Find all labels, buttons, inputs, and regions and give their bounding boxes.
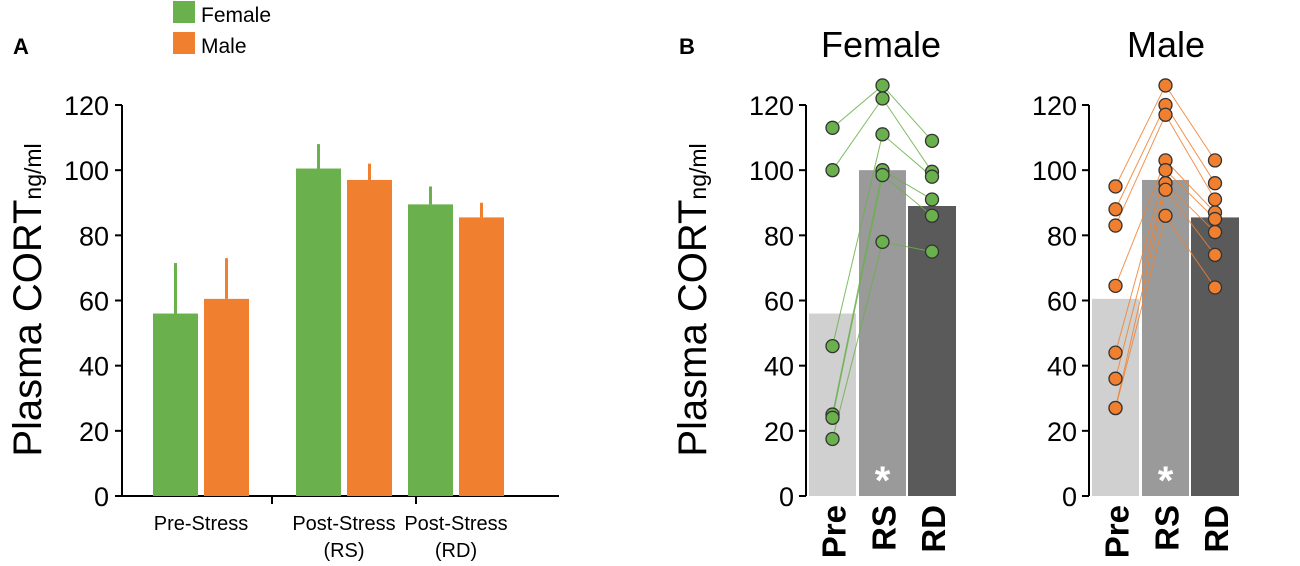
panel-a-bar-male	[459, 217, 504, 496]
panel-a-ylabel: Plasma CORTng/ml	[6, 143, 50, 456]
panel-a-xtick-label: Post-Stress	[292, 513, 395, 535]
panel-a-bar-female	[296, 168, 341, 496]
panel-a-ylabel-unit: ng/ml	[20, 143, 46, 199]
male-xtick-label: RS	[1149, 505, 1186, 551]
panel-a-xtick-label-line2: (RD)	[435, 540, 477, 562]
panel-b-male-chart: 0 20 40 60 80 100 120 * Pre RS RD	[1032, 78, 1239, 558]
male-bar-pre	[1092, 298, 1139, 496]
panel-a-ytick-label: 40	[79, 352, 109, 382]
female-individual-point	[924, 208, 940, 223]
female-individual-point	[875, 127, 890, 142]
panel-a-ytick-label: 80	[79, 221, 109, 251]
male-ytick-label: 40	[1047, 352, 1077, 382]
male-individual-point	[1207, 224, 1223, 240]
male-individual-point	[1158, 182, 1173, 197]
male-ytick-label: 120	[1032, 91, 1077, 121]
male-ytick-label: 20	[1047, 417, 1077, 447]
male-individual-point	[1207, 280, 1223, 295]
male-individual-point	[1108, 345, 1123, 360]
female-ytick-label: 100	[749, 156, 794, 186]
panel-a-chart: 0 20 40 60 80 100 120 Pre-Stress Post-Stress (RS)…	[64, 91, 559, 562]
female-individual-point	[825, 120, 840, 135]
male-individual-point	[1108, 202, 1123, 217]
male-ytick-label: 100	[1032, 156, 1077, 186]
female-individual-point	[924, 169, 940, 184]
male-panel-title: Male	[1127, 24, 1205, 65]
male-individual-point	[1207, 192, 1223, 207]
legend-label-female: Female	[201, 4, 271, 27]
legend-swatch-male	[173, 32, 195, 54]
panel-a-ytick-label: 100	[64, 156, 109, 186]
panel-a-bar-female	[153, 313, 198, 496]
female-ytick-label: 60	[764, 287, 794, 317]
legend-swatch-female	[173, 1, 195, 23]
panel-a-bar-female	[408, 204, 453, 497]
male-ytick-label: 60	[1047, 287, 1077, 317]
female-bar-rs	[859, 170, 906, 496]
panel-a-ytick-label: 0	[94, 482, 109, 512]
male-individual-point	[1207, 211, 1223, 227]
legend-label-male: Male	[201, 35, 247, 58]
male-individual-point	[1158, 163, 1173, 178]
panel-a-ytick-label: 120	[64, 91, 109, 121]
panel-a-xtick-label: Pre-Stress	[154, 513, 248, 535]
female-individual-point	[825, 410, 840, 425]
female-ytick-label: 40	[764, 352, 794, 382]
male-xtick-label: Pre	[1099, 505, 1136, 558]
male-significance-marker: *	[1158, 459, 1174, 503]
female-ytick-label: 80	[764, 221, 794, 251]
male-individual-point	[1108, 278, 1123, 293]
panel-a-ytick-label: 20	[79, 417, 109, 447]
male-individual-point	[1158, 208, 1173, 223]
panel-b-ylabel-unit: ng/ml	[685, 143, 711, 199]
female-individual-point	[875, 167, 890, 183]
female-panel-title: Female	[821, 24, 941, 65]
female-individual-point	[924, 192, 940, 207]
male-individual-point	[1108, 400, 1123, 416]
panel-b-female-chart: 0 20 40 60 80 100 120 * Pre RS RD	[749, 78, 956, 558]
female-individual-point	[825, 163, 840, 178]
female-individual-point	[825, 338, 840, 354]
panel-a-xtick-label-line2: (RS)	[323, 540, 364, 562]
panel-a-xtick-label: Post-Stress	[404, 513, 507, 535]
male-ytick-label: 80	[1047, 221, 1077, 251]
female-individual-point	[875, 91, 890, 106]
male-ytick-label: 0	[1062, 482, 1077, 512]
male-individual-point	[1207, 247, 1223, 263]
female-ytick-label: 120	[749, 91, 794, 121]
male-individual-point	[1108, 179, 1123, 194]
female-xtick-label: Pre	[816, 505, 853, 558]
female-individual-point	[875, 78, 890, 93]
female-xtick-label: RS	[866, 505, 903, 551]
panel-a-ytick-label: 60	[79, 287, 109, 317]
panel-label-b: B	[679, 34, 695, 59]
female-ytick-label: 0	[779, 482, 794, 512]
male-individual-point	[1158, 78, 1173, 93]
female-individual-point	[924, 133, 940, 148]
male-individual-point	[1158, 107, 1173, 122]
panel-b-ylabel: Plasma CORTng/ml	[671, 143, 715, 456]
panel-a-bar-male	[204, 298, 249, 496]
female-ytick-label: 20	[764, 417, 794, 447]
male-xtick-label: RD	[1198, 505, 1235, 553]
male-individual-point	[1207, 176, 1223, 191]
male-individual-point	[1207, 153, 1223, 168]
male-individual-point	[1108, 371, 1123, 386]
female-individual-point	[875, 234, 890, 250]
panel-a-bar-male	[347, 179, 392, 497]
legend: Female Male	[173, 1, 271, 58]
female-significance-marker: *	[875, 459, 891, 503]
female-individual-point	[924, 244, 940, 259]
panel-b-ylabel-main: Plasma CORT	[671, 200, 715, 457]
panel-label-a: A	[13, 34, 29, 59]
male-individual-point	[1108, 218, 1123, 233]
panel-a-ylabel-main: Plasma CORT	[6, 200, 50, 457]
female-individual-point	[825, 431, 840, 447]
male-bar-rs	[1142, 179, 1189, 497]
female-xtick-label: RD	[915, 505, 952, 553]
